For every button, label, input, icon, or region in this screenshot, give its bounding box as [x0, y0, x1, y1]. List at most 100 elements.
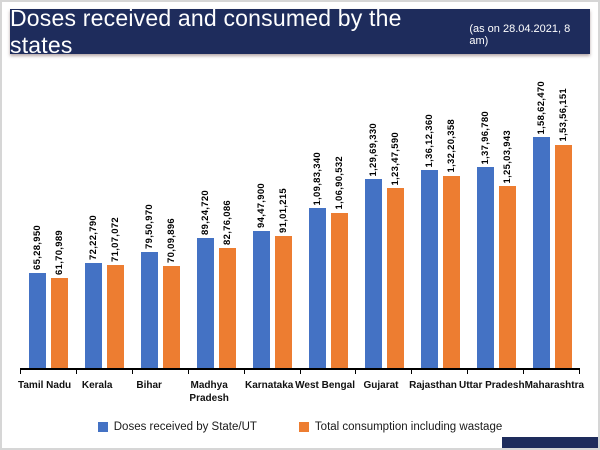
x-axis-ticks	[20, 370, 581, 374]
x-axis-labels: Tamil Nadu Kerala Bihar Madhya Pradesh Karna…	[18, 374, 584, 405]
bar-total-consumption	[386, 188, 404, 368]
bar-group: 1,37,96,780 1,25,03,943	[468, 60, 524, 368]
bar-total-consumption	[162, 266, 180, 368]
bar-column: 71,07,072	[106, 216, 124, 368]
bar-total-consumption	[218, 247, 236, 368]
legend-label: Total consumption including wastage	[314, 421, 503, 433]
bar-total-consumption	[330, 212, 348, 368]
x-axis-label: Rajasthan	[409, 380, 457, 391]
bar-doses-received	[476, 167, 494, 368]
bar-value-label: 71,07,072	[109, 216, 121, 262]
bar-group: 1,09,83,340 1,06,90,532	[300, 60, 356, 368]
axis-tick	[468, 370, 525, 374]
bar-column: 1,29,69,330	[364, 122, 382, 368]
axis-tick	[412, 370, 469, 374]
bar-column: 1,36,12,360	[420, 113, 438, 368]
bar-value-label: 70,09,896	[165, 218, 177, 263]
bar-doses-received	[196, 238, 214, 368]
x-axis-label: Karnataka	[244, 380, 294, 391]
title-banner: Doses received and consumed by the state…	[10, 5, 590, 58]
bar-column: 1,37,96,780	[476, 110, 494, 368]
bar-group: 94,47,900 91,01,215	[244, 60, 300, 368]
bar-group: 65,28,950 61,70,989	[20, 60, 76, 368]
bar-value-label: 1,53,56,151	[557, 88, 569, 142]
bar-doses-received	[84, 262, 102, 368]
axis-tick	[301, 370, 357, 374]
bar-column: 1,25,03,943	[498, 129, 516, 368]
bar-column: 1,06,90,532	[330, 156, 348, 368]
bar-column: 79,50,970	[140, 204, 158, 368]
bar-total-consumption	[106, 264, 124, 368]
legend-swatch-blue-icon	[97, 422, 108, 432]
brand-corner-bar	[502, 437, 598, 448]
bar-total-consumption	[498, 186, 516, 368]
chart-legend: Doses received by State/UT Total consump…	[2, 421, 598, 433]
page-title-date: (as on 28.04.2021, 8 am)	[469, 23, 571, 47]
bar-value-label: 72,22,790	[87, 214, 99, 260]
axis-tick	[133, 370, 189, 374]
bar-column: 1,23,47,590	[386, 131, 404, 368]
bar-value-label: 1,09,83,340	[311, 151, 323, 206]
bar-group: 1,36,12,360 1,32,20,358	[412, 60, 468, 368]
bar-value-label: 61,70,989	[53, 230, 65, 276]
x-axis-label: Gujarat	[363, 380, 399, 391]
bar-group: 1,29,69,330 1,23,47,590	[356, 60, 412, 368]
bar-value-label: 1,37,96,780	[479, 110, 491, 165]
bar-total-consumption	[554, 144, 572, 368]
bar-value-label: 94,47,900	[255, 182, 267, 228]
bar-value-label: 1,58,62,470	[535, 80, 547, 135]
x-axis-label: West Bengal	[295, 380, 355, 391]
bar-doses-received	[140, 252, 158, 368]
x-axis-label: Uttar Pradesh	[459, 380, 525, 391]
bar-value-label: 1,23,47,590	[389, 131, 401, 186]
plot-area: 65,28,950 61,70,989 72,22,790 71,07,072 79,5…	[20, 60, 580, 368]
bar-value-label: 1,06,90,532	[333, 156, 345, 210]
bar-value-label: 82,76,086	[221, 199, 233, 245]
bar-value-label: 1,36,12,360	[423, 113, 435, 168]
bar-value-label: 91,01,215	[277, 187, 289, 233]
bar-value-label: 89,24,720	[199, 190, 211, 236]
bar-column: 91,01,215	[274, 187, 292, 368]
bar-column: 70,09,896	[162, 218, 180, 368]
bar-doses-received	[28, 273, 46, 368]
page-title: Doses received and consumed by the state…	[10, 4, 402, 58]
legend-item-consumed: Total consumption including wastage	[298, 421, 503, 433]
bar-group: 79,50,970 70,09,896	[132, 60, 188, 368]
bar-value-label: 1,32,20,358	[445, 119, 457, 173]
legend-item-received: Doses received by State/UT	[97, 421, 257, 433]
bar-column: 1,32,20,358	[442, 119, 460, 368]
axis-tick	[189, 370, 245, 374]
bar-doses-received	[364, 179, 382, 368]
axis-tick	[524, 370, 581, 374]
bar-group: 1,58,62,470 1,53,56,151	[524, 60, 580, 368]
axis-tick	[245, 370, 301, 374]
bar-value-label: 1,25,03,943	[501, 129, 513, 184]
bar-column: 1,58,62,470	[532, 80, 550, 368]
bar-total-consumption	[442, 175, 460, 368]
bar-column: 94,47,900	[252, 182, 270, 368]
bar-group: 72,22,790 71,07,072	[76, 60, 132, 368]
bar-value-label: 1,29,69,330	[367, 122, 379, 177]
x-axis-label: Madhya Pradesh	[189, 380, 229, 404]
bar-column: 65,28,950	[28, 225, 46, 368]
x-axis-label: Maharashtra	[524, 380, 585, 391]
axis-tick	[356, 370, 413, 374]
x-axis-label: Kerala	[81, 380, 113, 391]
bar-value-label: 65,28,950	[31, 225, 43, 270]
bar-doses-received	[420, 170, 438, 368]
bar-column: 72,22,790	[84, 214, 102, 368]
bar-doses-received	[532, 137, 550, 368]
x-axis-label: Tamil Nadu	[18, 380, 72, 391]
x-axis-line	[20, 368, 580, 370]
bar-group: 89,24,720 82,76,086	[188, 60, 244, 368]
bar-value-label: 79,50,970	[143, 204, 155, 250]
bar-column: 89,24,720	[196, 190, 214, 368]
bar-column: 61,70,989	[50, 230, 68, 368]
axis-tick	[20, 370, 77, 374]
legend-label: Doses received by State/UT	[113, 421, 257, 433]
bar-total-consumption	[274, 235, 292, 368]
bar-doses-received	[252, 230, 270, 368]
bar-column: 1,53,56,151	[554, 88, 572, 368]
legend-swatch-orange-icon	[298, 422, 309, 432]
x-axis-label: Bihar	[136, 380, 162, 391]
